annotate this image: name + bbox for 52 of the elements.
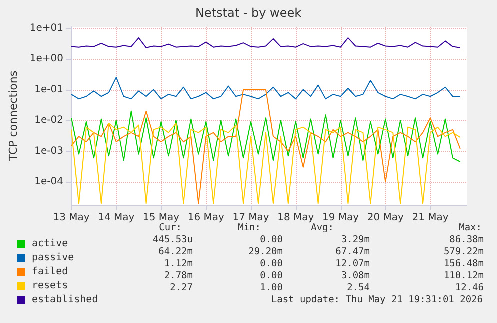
y-tick-label: 1e+01 bbox=[30, 22, 64, 34]
y-tick-label: 1e+00 bbox=[30, 54, 64, 65]
legend-label: failed bbox=[32, 266, 68, 278]
text: 67.47m bbox=[336, 246, 370, 258]
line-series bbox=[71, 38, 461, 48]
x-tick-label: 15 May bbox=[142, 212, 180, 224]
x-tick-label: 16 May bbox=[188, 212, 225, 224]
y-tick-label: 1e-04 bbox=[34, 176, 64, 188]
x-tick-label: 20 May bbox=[367, 212, 404, 224]
legend-label: passive bbox=[32, 252, 74, 264]
text: 12.46 bbox=[455, 282, 484, 294]
text: 156.48m bbox=[444, 258, 484, 270]
text: 1.00 bbox=[260, 282, 284, 294]
x-tick-label: 13 May bbox=[53, 212, 90, 224]
text: 0.00 bbox=[260, 234, 284, 246]
text: Cur: bbox=[159, 222, 182, 234]
line-series bbox=[71, 89, 461, 204]
text: 3.29m bbox=[341, 234, 370, 246]
text: Last update: Thu May 21 19:31:01 2026 bbox=[271, 294, 484, 306]
legend-label: established bbox=[32, 294, 98, 306]
text: 12.07m bbox=[336, 258, 370, 270]
x-tick-label: 19 May bbox=[322, 212, 360, 224]
text: 2.54 bbox=[347, 282, 370, 294]
text: Max: bbox=[459, 222, 482, 234]
line-series bbox=[71, 110, 461, 162]
text: Min: bbox=[238, 222, 261, 234]
text: 2.27 bbox=[170, 282, 193, 294]
text: Avg: bbox=[311, 222, 334, 234]
text: 1.12m bbox=[164, 258, 194, 270]
x-tick-label: 21 May bbox=[412, 212, 449, 224]
y-tick-label: 1e-01 bbox=[34, 84, 64, 96]
y-tick-label: 1e-02 bbox=[34, 115, 64, 126]
legend-label: active bbox=[32, 238, 68, 250]
text: 579.22m bbox=[444, 246, 484, 258]
x-tick-label: 14 May bbox=[98, 212, 135, 224]
y-axis-title: TCP connections bbox=[7, 70, 20, 162]
line-series bbox=[71, 123, 461, 204]
text: 64.22m bbox=[158, 246, 194, 258]
text: 29.20m bbox=[248, 246, 284, 258]
chart-title: Netstat - by week bbox=[195, 6, 302, 20]
text: 86.38m bbox=[450, 234, 484, 246]
text: 0.00 bbox=[260, 258, 284, 270]
line-series bbox=[71, 77, 461, 100]
legend-label: resets bbox=[32, 280, 68, 292]
x-tick-label: 17 May bbox=[232, 212, 270, 224]
text: 3.08m bbox=[341, 270, 370, 282]
text: 0.00 bbox=[260, 270, 284, 282]
text: 110.12m bbox=[444, 270, 484, 282]
text: 2.78m bbox=[164, 270, 194, 282]
y-tick-label: 1e-03 bbox=[34, 146, 64, 157]
x-tick-label: 18 May bbox=[278, 212, 314, 224]
text: 445.53u bbox=[152, 234, 193, 246]
